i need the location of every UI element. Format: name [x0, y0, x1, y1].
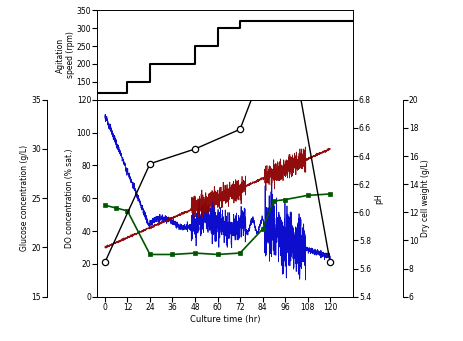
Y-axis label: Dry cell weight (g/L): Dry cell weight (g/L): [420, 159, 429, 237]
Y-axis label: Agitation
speed (rpm): Agitation speed (rpm): [56, 32, 75, 78]
Y-axis label: Glucose concentration (g/L): Glucose concentration (g/L): [19, 145, 29, 251]
Y-axis label: pH: pH: [373, 193, 382, 204]
X-axis label: Culture time (hr): Culture time (hr): [189, 315, 260, 324]
Y-axis label: DO concentration (% sat.): DO concentration (% sat.): [65, 148, 74, 248]
